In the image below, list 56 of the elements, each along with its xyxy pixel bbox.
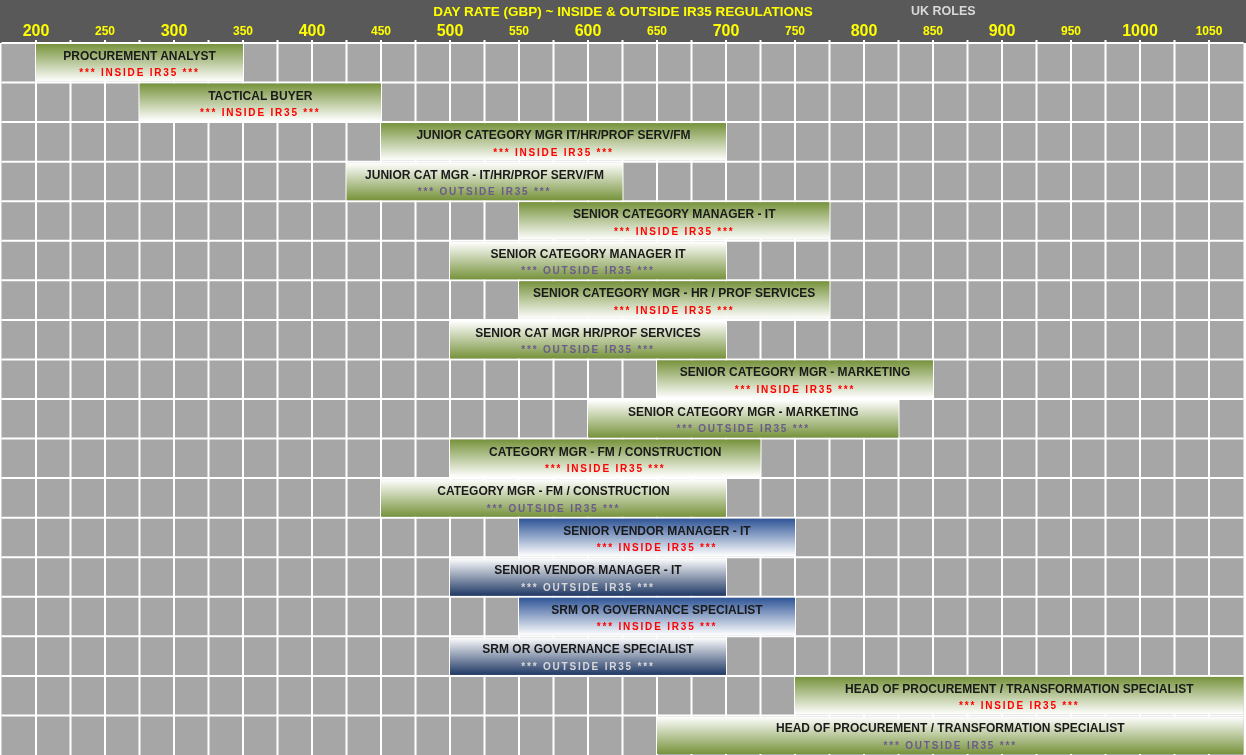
x-tick-label: 850 [922,24,944,39]
x-tick-label: 700 [712,22,740,40]
x-tick-label: 500 [436,22,464,40]
y-tick-label: SENIOR VENDOR MANAGER - IT [563,523,752,538]
data-label: *** INSIDE IR35 *** [493,146,614,158]
x-tick-label: 1050 [1195,24,1223,39]
data-label: *** INSIDE IR35 *** [959,700,1080,712]
data-label: *** INSIDE IR35 *** [614,225,735,237]
data-label: *** INSIDE IR35 *** [545,462,666,474]
y-tick-label: JUNIOR CAT MGR - IT/HR/PROF SERV/FM [365,167,604,182]
y-tick-label: HEAD OF PROCUREMENT / TRANSFORMATION SPECIALIST [776,721,1126,736]
data-label: *** INSIDE IR35 *** [596,621,718,633]
data-label: *** OUTSIDE IR35 *** [676,423,810,435]
y-tick-label: SRM OR GOVERNANCE SPECIALIST [551,602,764,617]
x-tick-label: 350 [232,24,254,39]
y-tick-label: CATEGORY MGR - FM / CONSTRUCTION [489,444,722,459]
y-tick-label: SENIOR CATEGORY MGR - MARKETING [679,365,911,380]
chart-subtitle: UK ROLES [911,4,976,19]
y-tick-label: CATEGORY MGR - FM / CONSTRUCTION [437,484,670,499]
x-tick-label: 950 [1060,24,1082,39]
data-label: *** OUTSIDE IR35 *** [521,581,655,593]
x-tick-label: 300 [160,22,188,40]
y-tick-label: SENIOR CATEGORY MGR - MARKETING [628,404,859,419]
data-label: *** OUTSIDE IR35 *** [486,502,621,514]
y-tick-label: SENIOR VENDOR MANAGER - IT [494,563,683,578]
y-tick-label: SENIOR CATEGORY MANAGER IT [490,246,687,261]
x-tick-label: 200 [22,22,50,40]
y-tick-label: PROCUREMENT ANALYST [63,48,217,63]
x-tick-label: 400 [298,22,326,40]
x-tick-label: 1000 [1122,22,1158,40]
x-tick-label: 550 [508,24,530,39]
y-tick-label: HEAD OF PROCUREMENT / TRANSFORMATION SPECIALIST [845,681,1195,696]
x-tick-label: 600 [574,22,602,40]
x-tick-label: 250 [94,24,116,39]
data-label: *** INSIDE IR35 *** [79,67,200,79]
x-tick-label: 450 [370,24,392,39]
y-tick-label: SENIOR CATEGORY MGR - HR / PROF SERVICES [533,286,816,301]
y-tick-label: SENIOR CAT MGR HR/PROF SERVICES [475,325,701,340]
data-label: *** INSIDE IR35 *** [734,383,856,395]
data-label: *** INSIDE IR35 *** [200,106,321,118]
data-label: *** OUTSIDE IR35 *** [521,344,655,356]
data-label: *** INSIDE IR35 *** [596,542,718,554]
y-tick-label: SRM OR GOVERNANCE SPECIALIST [482,642,695,657]
data-label: *** OUTSIDE IR35 *** [521,660,655,672]
y-tick-label: TACTICAL BUYER [208,88,313,103]
x-tick-label: 650 [646,24,668,39]
y-tick-label: SENIOR CATEGORY MANAGER - IT [573,207,777,222]
data-label: *** INSIDE IR35 *** [614,304,735,316]
x-tick-label: 750 [784,24,806,39]
data-label: *** OUTSIDE IR35 *** [883,739,1017,751]
x-tick-label: 800 [850,22,878,40]
chart-title: DAY RATE (GBP) ~ INSIDE & OUTSIDE IR35 REGULATIONS [433,3,813,19]
data-label: *** OUTSIDE IR35 *** [417,186,552,198]
data-label: *** OUTSIDE IR35 *** [521,265,655,277]
y-tick-label: JUNIOR CATEGORY MGR IT/HR/PROF SERV/FM [416,128,691,143]
x-tick-label: 900 [988,22,1016,40]
